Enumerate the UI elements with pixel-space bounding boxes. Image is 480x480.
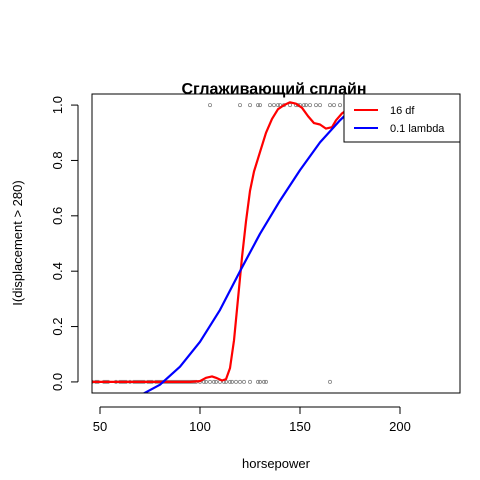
data-point — [229, 379, 234, 384]
data-point — [255, 379, 260, 384]
legend-box — [343, 93, 461, 143]
x-tick-label: 100 — [189, 419, 211, 434]
data-point — [207, 103, 212, 108]
data-point — [317, 103, 322, 108]
y-tick-label: 0.4 — [50, 262, 65, 280]
y-axis-label: I(displacement > 280) — [10, 180, 25, 305]
data-point — [257, 379, 262, 384]
data-point — [275, 103, 280, 108]
series-line-1 — [142, 109, 351, 393]
data-point — [331, 103, 336, 108]
data-point — [227, 379, 232, 384]
data-point — [303, 103, 308, 108]
chart-title: Сглаживающий сплайн — [182, 81, 367, 98]
legend-label-16df: 16 df — [390, 105, 415, 117]
data-point — [237, 103, 242, 108]
data-point — [247, 379, 252, 384]
legend: 16 df 0.1 lambda — [343, 93, 461, 143]
data-point — [203, 379, 208, 384]
data-point — [237, 379, 242, 384]
x-axis: 50 100 150 200 — [93, 406, 411, 434]
data-point — [213, 379, 218, 384]
y-tick-label: 0.2 — [50, 318, 65, 336]
scatter-points — [92, 103, 352, 384]
data-point — [337, 103, 342, 108]
plot-frame — [91, 93, 461, 394]
smoothing-curves — [92, 101, 355, 393]
data-point — [267, 103, 272, 108]
data-point — [307, 103, 312, 108]
y-tick-label: 1.0 — [50, 96, 65, 114]
data-point — [201, 379, 206, 384]
data-point — [271, 103, 276, 108]
x-tick-label: 200 — [389, 419, 411, 434]
x-tick-label: 150 — [289, 419, 311, 434]
series-line-0 — [92, 101, 355, 383]
y-axis: 0.0 0.2 0.4 0.6 0.8 1.0 — [50, 96, 79, 391]
data-point — [327, 103, 332, 108]
data-point — [257, 103, 262, 108]
x-axis-label: horsepower — [242, 456, 311, 471]
legend-label-lambda: 0.1 lambda — [390, 123, 445, 135]
x-tick-label: 50 — [93, 419, 107, 434]
data-point — [247, 103, 252, 108]
data-point — [233, 379, 238, 384]
data-point — [301, 103, 306, 108]
data-point — [241, 379, 246, 384]
data-point — [211, 379, 216, 384]
data-point — [255, 103, 260, 108]
y-tick-label: 0.0 — [50, 373, 65, 391]
data-point — [263, 379, 268, 384]
y-tick-label: 0.8 — [50, 151, 65, 169]
data-point — [327, 379, 332, 384]
y-tick-label: 0.6 — [50, 207, 65, 225]
data-point — [313, 103, 318, 108]
data-point — [207, 379, 212, 384]
data-point — [261, 379, 266, 384]
